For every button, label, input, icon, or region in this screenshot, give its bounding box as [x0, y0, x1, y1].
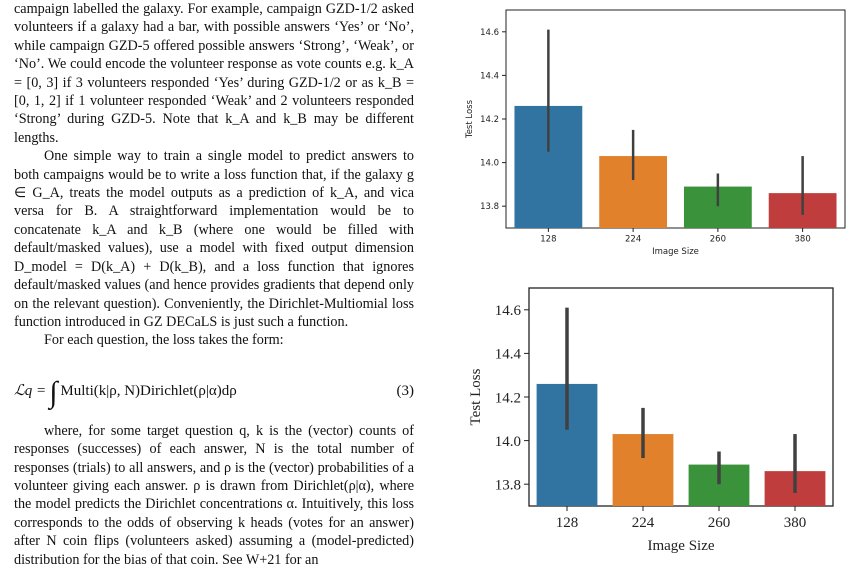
y-tick-label: 14.6	[480, 28, 499, 38]
bar-chart-bottom: 13.8 14.0 14.2 14.4 14.6 128 224 260 380 Image Si…	[468, 287, 834, 554]
paragraph-1: campaign labelled the galaxy. For exampl…	[14, 1, 414, 146]
y-tick-label: 13.8	[495, 477, 521, 493]
paper-text-column: campaign labelled the galaxy. For exampl…	[14, 0, 414, 569]
equation-body: ℒq = ∫ Multi(k|ρ, N)Dirichlet(ρ|α)dρ	[14, 377, 237, 407]
x-tick-label-380: 380	[784, 515, 807, 531]
y-axis-label: Test Loss	[468, 368, 484, 425]
equation-rhs: Multi(k|ρ, N)Dirichlet(ρ|α)dρ	[60, 382, 237, 399]
y-tick-label: 14.4	[480, 71, 499, 81]
y-tick-label: 14.2	[495, 390, 521, 406]
x-axis-label: Image Size	[647, 538, 714, 554]
x-tick-label-224: 224	[625, 235, 641, 245]
y-axis-label: Test Loss	[465, 99, 475, 139]
equation-3: ℒq = ∫ Multi(k|ρ, N)Dirichlet(ρ|α)dρ (3)	[14, 372, 414, 414]
paragraph-3: For each question, the loss takes the fo…	[44, 332, 284, 349]
y-tick-label: 14.4	[495, 347, 522, 363]
paragraph-2: One simple way to train a single model t…	[14, 148, 414, 330]
x-tick-label-128: 128	[556, 515, 579, 531]
paragraph-4: where, for some target question q, k is …	[14, 422, 414, 568]
x-tick-label-260: 260	[708, 515, 731, 531]
x-tick-label-260: 260	[710, 235, 726, 245]
y-tick-label: 14.0	[495, 434, 521, 450]
equation-number: (3)	[396, 382, 415, 399]
integral-sign: ∫	[49, 375, 58, 409]
y-tick-label: 14.2	[480, 115, 499, 125]
x-tick-label-380: 380	[795, 235, 811, 245]
x-axis-label: Image Size	[652, 247, 699, 257]
y-tick-label: 14.6	[495, 303, 522, 319]
bar-chart-top: 13.8 14.0 14.2 14.4 14.6 128 224 260 380 Image Si…	[465, 9, 846, 257]
equation-lhs: ℒq =	[14, 382, 47, 399]
y-tick-label: 13.8	[480, 202, 499, 212]
y-tick-label: 14.0	[480, 159, 499, 169]
x-tick-label-224: 224	[632, 515, 655, 531]
x-tick-label-128: 128	[540, 235, 556, 245]
